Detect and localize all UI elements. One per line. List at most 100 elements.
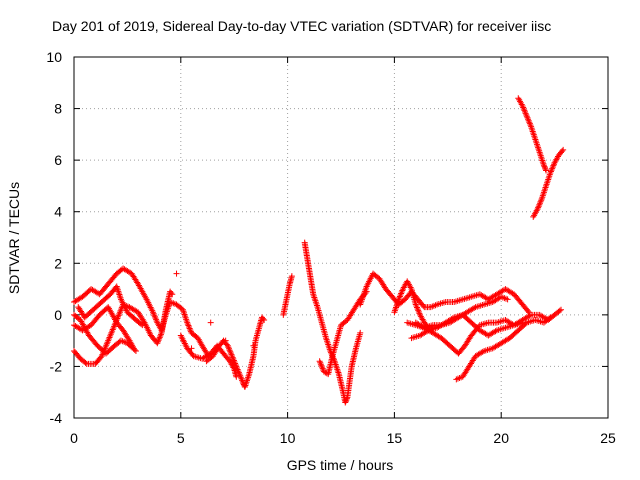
data-point xyxy=(537,198,544,205)
data-point xyxy=(226,345,233,352)
data-point xyxy=(556,307,563,314)
data-point xyxy=(357,329,364,336)
data-point xyxy=(424,323,431,330)
data-point xyxy=(395,296,402,303)
data-point xyxy=(139,322,146,329)
data-point xyxy=(229,354,236,361)
data-point xyxy=(425,324,432,331)
data-point xyxy=(546,315,553,322)
data-point xyxy=(319,365,326,372)
x-tick-label: 25 xyxy=(600,430,616,446)
data-point xyxy=(230,356,237,363)
data-point xyxy=(342,398,349,405)
data-point xyxy=(535,204,542,211)
data-point xyxy=(549,165,556,172)
data-point xyxy=(156,335,163,342)
data-point xyxy=(541,164,548,171)
data-point xyxy=(169,291,176,298)
data-point xyxy=(412,301,419,308)
data-point xyxy=(559,148,566,155)
data-point xyxy=(151,313,158,320)
data-point xyxy=(519,102,526,109)
y-axis-label: SDTVAR / TECUs xyxy=(6,182,22,294)
data-point xyxy=(318,362,325,369)
x-tick-label: 15 xyxy=(387,430,403,446)
data-point xyxy=(343,395,350,402)
data-point xyxy=(134,279,141,286)
data-point xyxy=(526,120,533,127)
data-point xyxy=(413,303,420,310)
data-point xyxy=(548,167,555,174)
data-point xyxy=(535,203,542,210)
data-point xyxy=(414,305,421,312)
data-point xyxy=(536,200,543,207)
data-point xyxy=(520,105,527,112)
data-point xyxy=(125,336,132,343)
data-point xyxy=(413,304,420,311)
data-point xyxy=(343,396,350,403)
data-point xyxy=(319,364,326,371)
data-point xyxy=(399,287,406,294)
data-point xyxy=(547,170,554,177)
data-point xyxy=(152,315,159,322)
data-point xyxy=(207,319,214,326)
data-point xyxy=(186,324,193,331)
axis-ticks: 0 5 10 15 20 25 -4 -2 0 2 4 6 8 10 xyxy=(46,49,616,446)
data-point xyxy=(522,108,529,115)
y-tick-label: 2 xyxy=(54,255,62,271)
data-point xyxy=(558,306,565,313)
data-point xyxy=(524,307,531,314)
data-point xyxy=(154,340,161,347)
data-point xyxy=(157,332,164,339)
data-point xyxy=(316,358,323,365)
x-tick-label: 20 xyxy=(493,430,509,446)
data-point xyxy=(288,273,295,280)
data-point xyxy=(317,359,324,366)
data-point xyxy=(560,146,567,153)
data-point xyxy=(227,348,234,355)
data-point xyxy=(224,342,231,349)
data-point xyxy=(397,291,404,298)
data-point xyxy=(82,359,89,366)
chart-title: Day 201 of 2019, Sidereal Day-to-day VTE… xyxy=(52,18,551,34)
data-point xyxy=(543,167,550,174)
data-point xyxy=(398,289,405,296)
data-point xyxy=(522,110,529,117)
data-point xyxy=(140,318,147,325)
data-point xyxy=(230,357,237,364)
y-tick-label: -4 xyxy=(50,410,63,426)
x-tick-label: 10 xyxy=(280,430,296,446)
data-point xyxy=(550,162,557,169)
data-point xyxy=(479,348,486,355)
data-point xyxy=(155,337,162,344)
data-point xyxy=(504,296,511,303)
y-tick-label: 6 xyxy=(54,152,62,168)
x-tick-label: 0 xyxy=(70,430,78,446)
data-point xyxy=(168,289,175,296)
data-point xyxy=(225,344,232,351)
data-point xyxy=(398,290,405,297)
data-point xyxy=(527,122,534,129)
grid-lines xyxy=(74,57,608,418)
data-point xyxy=(153,318,160,325)
data-point xyxy=(416,310,423,317)
data-point xyxy=(523,111,530,118)
y-tick-label: 8 xyxy=(54,101,62,117)
data-point xyxy=(547,314,554,321)
x-axis-label: GPS time / hours xyxy=(287,457,394,473)
data-point xyxy=(222,337,229,344)
data-point xyxy=(232,360,239,367)
data-point xyxy=(547,168,554,175)
data-point xyxy=(188,345,195,352)
data-point xyxy=(526,312,533,319)
y-tick-label: 10 xyxy=(46,49,62,65)
data-point xyxy=(184,319,191,326)
y-tick-label: -2 xyxy=(50,358,63,374)
data-point xyxy=(492,328,499,335)
data-point xyxy=(138,321,145,328)
data-point xyxy=(536,201,543,208)
data-point xyxy=(153,316,160,323)
data-point xyxy=(232,361,239,368)
